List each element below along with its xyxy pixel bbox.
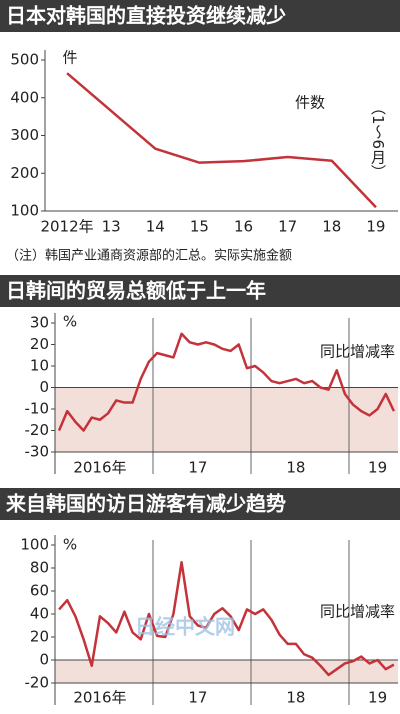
line bbox=[58, 561, 395, 677]
x-tick-label: 13 bbox=[102, 218, 121, 236]
y-tick-label: -20 bbox=[25, 421, 50, 439]
x-tick-label: 17 bbox=[188, 459, 207, 477]
note: （注）韩国产业通商资源部的汇总。实际实施金额 bbox=[6, 248, 292, 264]
y-unit: 件 bbox=[62, 49, 77, 67]
title-bar bbox=[0, 0, 400, 32]
x-tick-label: 19 bbox=[368, 689, 387, 707]
x-tick-label: 19 bbox=[368, 459, 387, 477]
title-bar bbox=[0, 275, 400, 307]
y-tick-label: 100 bbox=[20, 536, 49, 554]
line bbox=[66, 72, 377, 209]
chart-title: 日本对韩国的直接投资继续减少 bbox=[6, 4, 286, 28]
legend-label: 同比增减率 bbox=[320, 603, 395, 621]
x-tick-label: 17 bbox=[188, 689, 207, 707]
annotation: （1～6月） bbox=[369, 100, 387, 179]
y-unit: % bbox=[63, 313, 77, 331]
title-bar bbox=[0, 488, 400, 520]
x-tick-label: 2016年 bbox=[73, 689, 126, 707]
legend-label: 同比增减率 bbox=[320, 343, 395, 361]
y-tick-label: 10 bbox=[30, 357, 49, 375]
x-tick-label: 2016年 bbox=[73, 459, 126, 477]
x-tick-label: 18 bbox=[286, 459, 305, 477]
x-tick-label: 17 bbox=[278, 218, 297, 236]
watermark: 日经中文网 bbox=[135, 615, 235, 639]
y-tick-label: 500 bbox=[10, 51, 39, 69]
y-tick-label: 20 bbox=[30, 335, 49, 353]
y-tick-label: 80 bbox=[30, 559, 49, 577]
x-tick-label: 15 bbox=[190, 218, 209, 236]
y-tick-label: -20 bbox=[25, 674, 50, 692]
y-tick-label: 30 bbox=[30, 314, 49, 332]
x-tick-label: 14 bbox=[146, 218, 165, 236]
y-tick-label: 40 bbox=[30, 605, 49, 623]
y-unit: % bbox=[63, 536, 77, 554]
x-tick-label: 2012年 bbox=[40, 218, 93, 236]
y-tick-label: 0 bbox=[39, 378, 49, 396]
chart-title: 来自韩国的访日游客有减少趋势 bbox=[5, 492, 286, 516]
y-tick-label: 0 bbox=[39, 651, 49, 669]
y-tick-label: 400 bbox=[10, 88, 39, 106]
negative-region bbox=[55, 660, 398, 683]
y-tick-label: 200 bbox=[10, 164, 39, 182]
y-tick-label: 60 bbox=[30, 582, 49, 600]
y-tick-label: -10 bbox=[25, 400, 50, 418]
line bbox=[57, 332, 396, 432]
x-tick-label: 18 bbox=[322, 218, 341, 236]
x-tick-label: 16 bbox=[234, 218, 253, 236]
y-tick-label: 20 bbox=[30, 628, 49, 646]
y-tick-label: -30 bbox=[25, 443, 50, 461]
chart-title: 日韩间的贸易总额低于上一年 bbox=[6, 279, 266, 303]
negative-region bbox=[55, 387, 398, 452]
legend-label: 件数 bbox=[295, 94, 325, 112]
x-tick-label: 18 bbox=[286, 689, 305, 707]
y-tick-label: 300 bbox=[10, 126, 39, 144]
x-tick-label: 19 bbox=[366, 218, 385, 236]
y-tick-label: 100 bbox=[10, 202, 39, 220]
